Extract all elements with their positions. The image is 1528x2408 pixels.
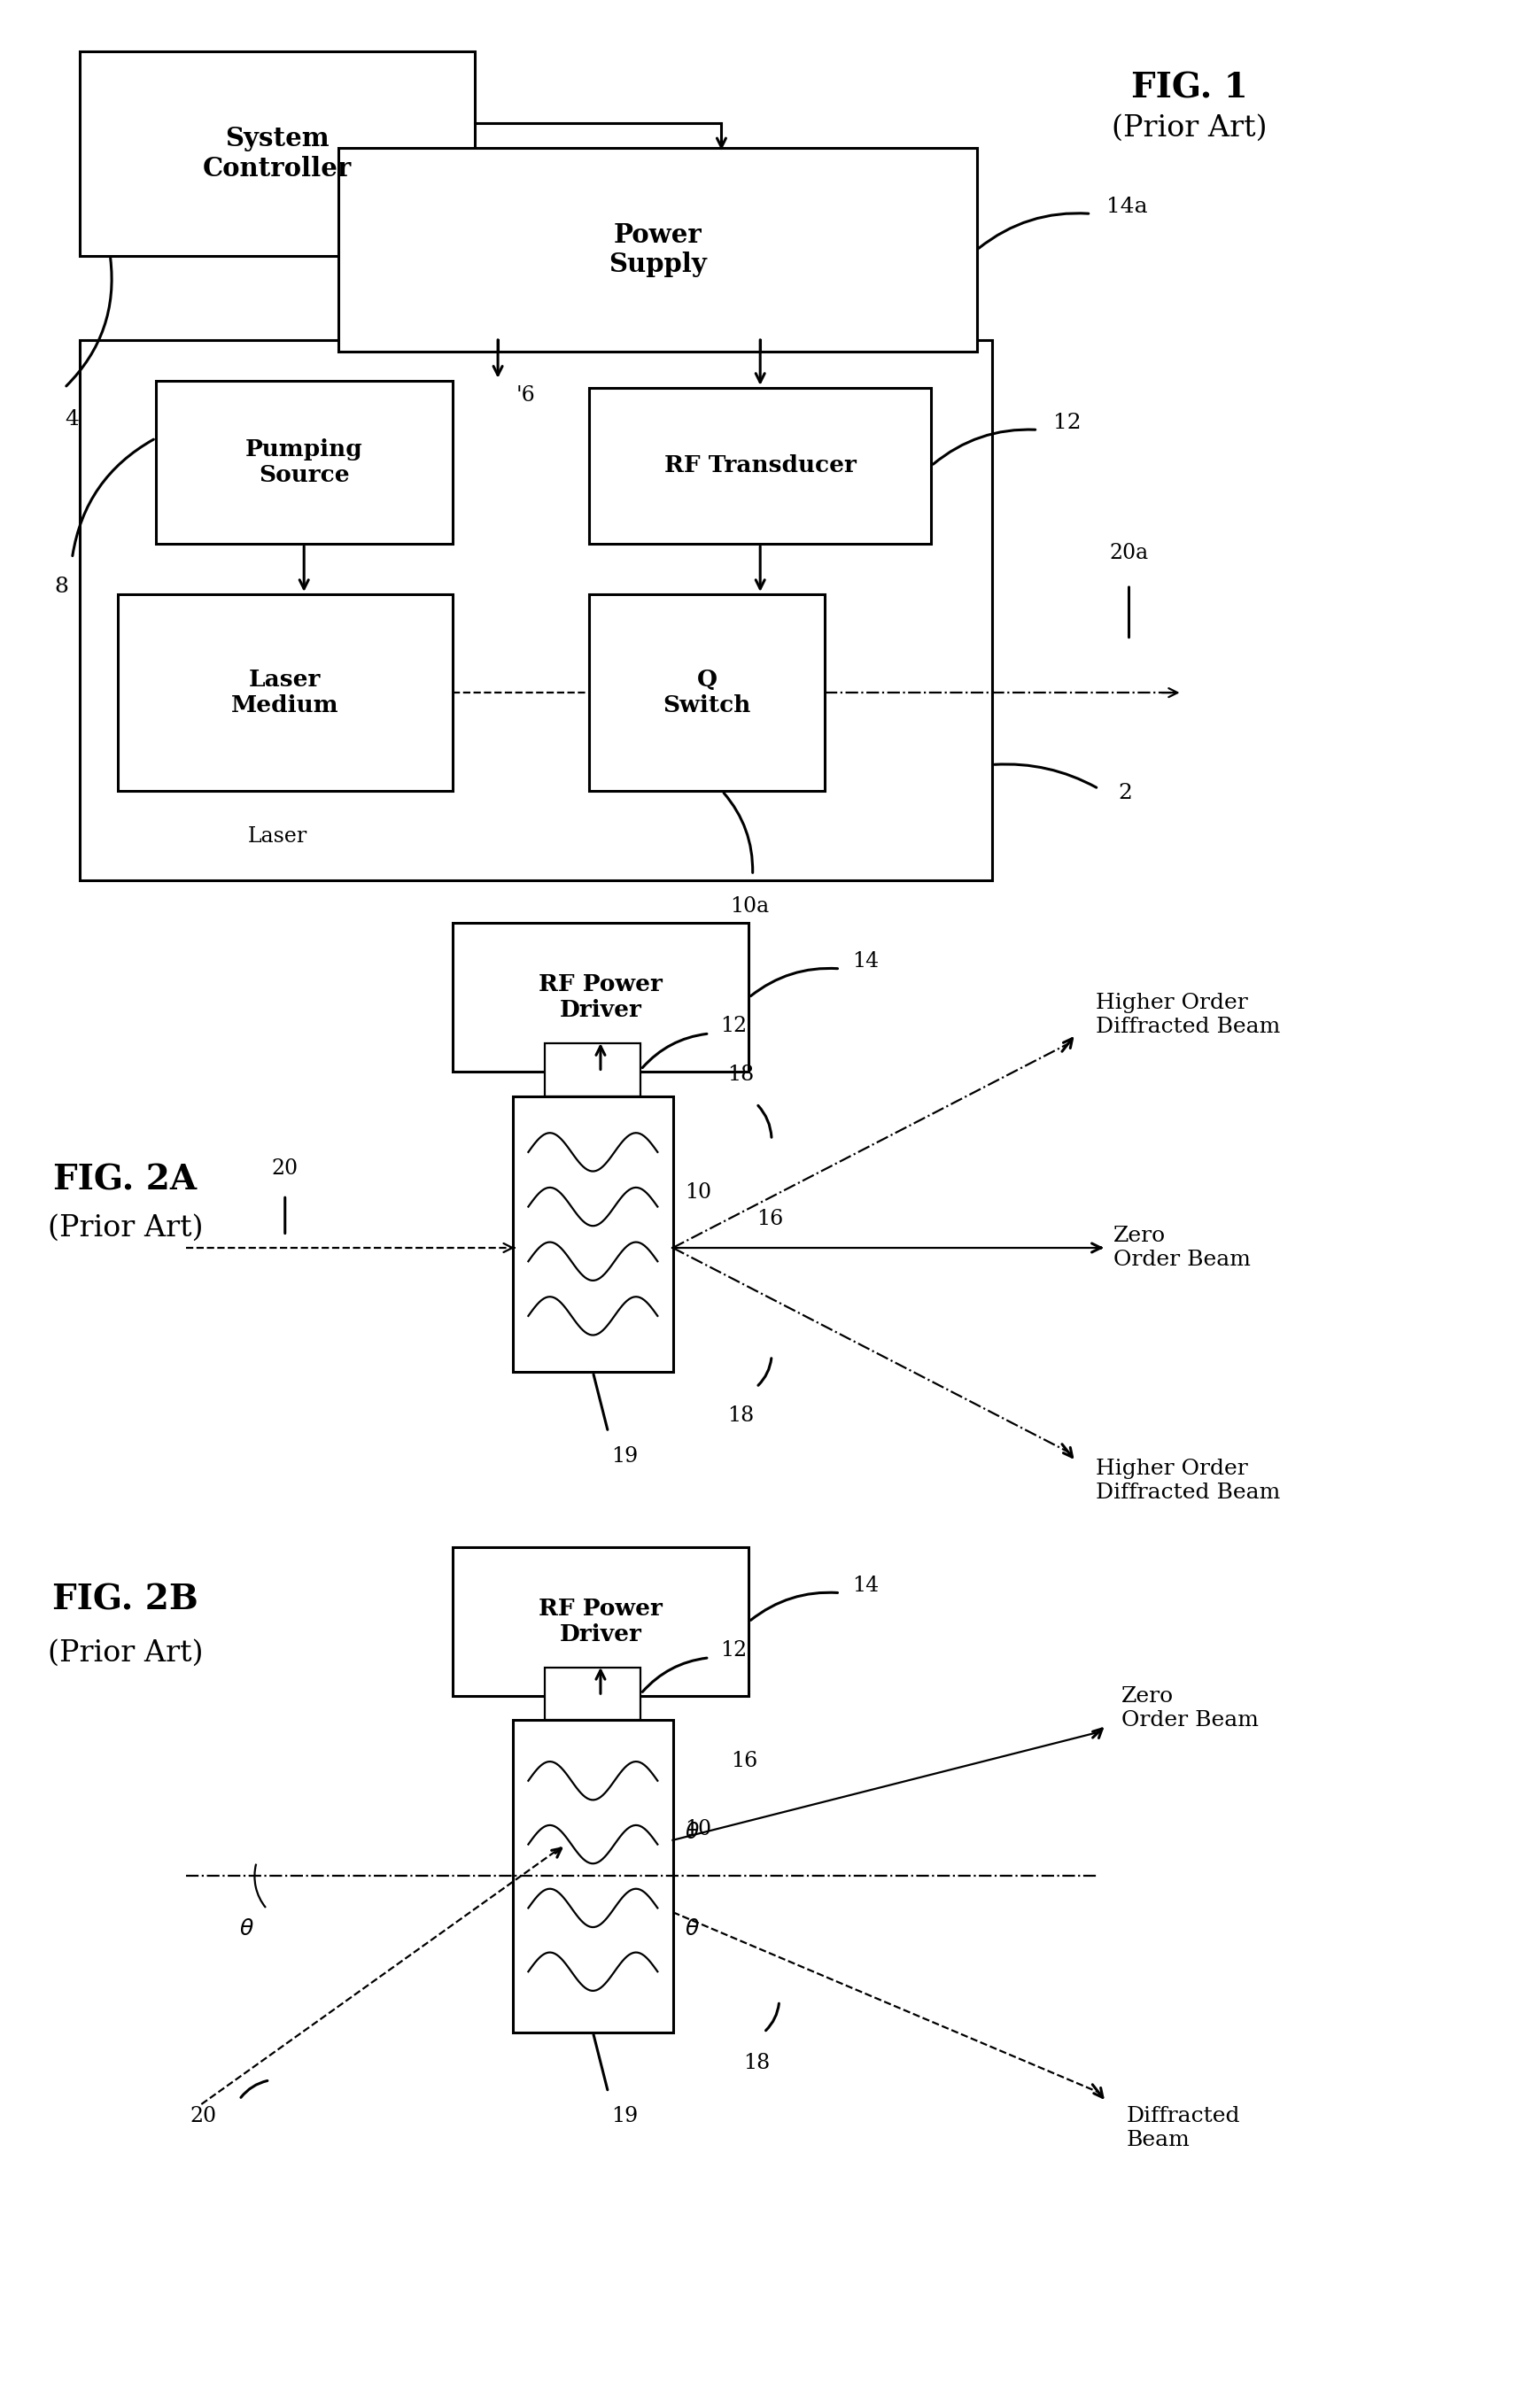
Text: Laser
Medium: Laser Medium	[231, 669, 339, 718]
Text: 18: 18	[727, 1064, 755, 1086]
Text: (Prior Art): (Prior Art)	[47, 1640, 203, 1666]
Text: '6: '6	[516, 385, 535, 405]
Bar	[590, 595, 825, 792]
Bar	[513, 1096, 672, 1373]
Text: 18: 18	[743, 2054, 770, 2073]
Text: Power
Supply: Power Supply	[608, 222, 706, 277]
Text: 20: 20	[189, 2107, 217, 2126]
Bar	[513, 1719, 672, 2032]
Bar	[79, 340, 992, 879]
Text: $\theta$: $\theta$	[240, 1919, 255, 1938]
Text: 4: 4	[66, 409, 79, 429]
Bar	[452, 1548, 749, 1695]
Text: FIG. 2B: FIG. 2B	[52, 1584, 199, 1616]
Bar	[590, 388, 931, 544]
Text: 19: 19	[611, 1445, 639, 1466]
Text: FIG. 2A: FIG. 2A	[53, 1163, 197, 1197]
Bar	[118, 595, 452, 792]
Text: 20a: 20a	[1109, 544, 1149, 563]
Text: Higher Order
Diffracted Beam: Higher Order Diffracted Beam	[1096, 1459, 1280, 1503]
Text: 16: 16	[730, 1751, 758, 1772]
Text: System
Controller: System Controller	[203, 125, 351, 181]
Text: Q
Switch: Q Switch	[663, 669, 750, 718]
Text: 16: 16	[756, 1209, 784, 1228]
Text: Zero
Order Beam: Zero Order Beam	[1114, 1226, 1251, 1269]
Text: 12: 12	[720, 1640, 747, 1662]
Text: Laser: Laser	[248, 826, 307, 848]
Text: 14: 14	[853, 1575, 879, 1597]
Text: 2: 2	[1118, 783, 1132, 804]
Text: 12: 12	[720, 1016, 747, 1035]
Text: 10a: 10a	[730, 896, 769, 917]
Bar	[156, 380, 452, 544]
Text: RF Power
Driver: RF Power Driver	[538, 973, 663, 1021]
Text: (Prior Art): (Prior Art)	[47, 1214, 203, 1243]
Text: Diffracted
Beam: Diffracted Beam	[1126, 2107, 1239, 2150]
Text: $\theta$: $\theta$	[685, 1823, 700, 1842]
Text: (Prior Art): (Prior Art)	[1112, 113, 1268, 142]
Bar	[79, 51, 475, 255]
Text: 19: 19	[611, 2107, 639, 2126]
Text: 10: 10	[685, 1182, 712, 1202]
Text: $\theta$: $\theta$	[685, 1919, 700, 1938]
Text: Zero
Order Beam: Zero Order Beam	[1122, 1686, 1259, 1729]
Bar	[545, 1043, 640, 1096]
Text: Higher Order
Diffracted Beam: Higher Order Diffracted Beam	[1096, 992, 1280, 1038]
Text: FIG. 1: FIG. 1	[1131, 70, 1248, 104]
Text: 12: 12	[1053, 412, 1080, 433]
Bar	[545, 1666, 640, 1719]
Text: 20: 20	[272, 1158, 298, 1180]
Text: 8: 8	[55, 578, 69, 597]
Text: 18: 18	[727, 1406, 755, 1426]
Text: 14a: 14a	[1106, 197, 1148, 217]
Text: RF Transducer: RF Transducer	[665, 455, 856, 477]
Text: 10: 10	[685, 1818, 712, 1840]
Bar	[452, 922, 749, 1072]
Text: Pumping
Source: Pumping Source	[244, 438, 362, 486]
Text: RF Power
Driver: RF Power Driver	[538, 1599, 663, 1645]
Bar	[338, 147, 976, 352]
Text: 14: 14	[853, 951, 879, 973]
